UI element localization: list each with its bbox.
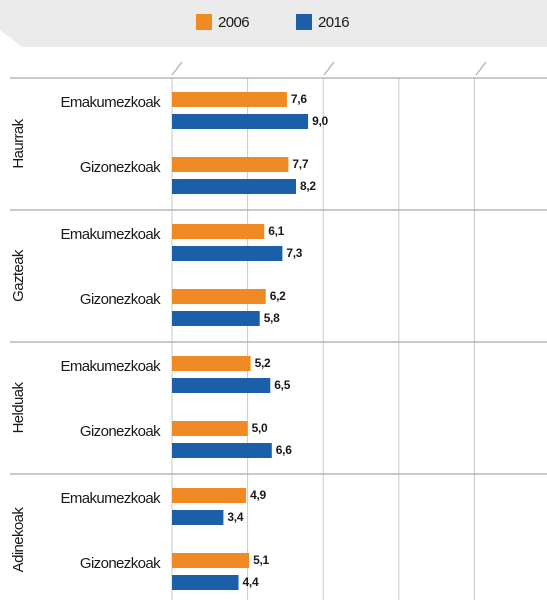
value-label: 6,5 bbox=[274, 378, 290, 392]
legend-band bbox=[0, 0, 547, 47]
value-label: 8,2 bbox=[300, 179, 316, 193]
legend-label: 2006 bbox=[218, 14, 249, 31]
group-label: Helduak bbox=[10, 381, 27, 433]
value-label: 9,0 bbox=[312, 114, 328, 128]
bar bbox=[172, 179, 296, 194]
bar bbox=[172, 92, 287, 107]
category-label: Gizonezkoak bbox=[80, 291, 161, 308]
value-label: 6,6 bbox=[276, 443, 292, 457]
bar bbox=[172, 311, 260, 326]
value-label: 6,1 bbox=[268, 224, 284, 238]
bar bbox=[172, 510, 224, 525]
legend-swatch bbox=[296, 14, 312, 30]
category-label: Gizonezkoak bbox=[80, 423, 161, 440]
category-label: Gizonezkoak bbox=[80, 159, 161, 176]
category-label: Emakumezkoak bbox=[60, 226, 161, 243]
bar bbox=[172, 157, 289, 172]
group-label: Adinekoak bbox=[10, 507, 27, 573]
axis-decoration bbox=[171, 61, 487, 76]
value-label: 5,0 bbox=[252, 421, 268, 435]
bar bbox=[172, 421, 248, 436]
value-label: 5,2 bbox=[255, 356, 271, 370]
value-label: 7,3 bbox=[286, 246, 302, 260]
category-label: Emakumezkoak bbox=[60, 94, 161, 111]
value-label: 7,6 bbox=[291, 92, 307, 106]
bar bbox=[172, 488, 247, 503]
bar bbox=[172, 114, 309, 129]
group-label: Gazteak bbox=[10, 249, 27, 302]
value-label: 3,4 bbox=[227, 510, 243, 524]
value-label: 6,2 bbox=[270, 289, 286, 303]
legend-label: 2016 bbox=[318, 14, 349, 31]
bar bbox=[172, 575, 239, 590]
legend-swatch bbox=[196, 14, 212, 30]
group-label: Haurrak bbox=[10, 118, 27, 168]
value-label: 5,8 bbox=[264, 311, 280, 325]
value-label: 7,7 bbox=[292, 157, 308, 171]
bar bbox=[172, 378, 271, 393]
bar bbox=[172, 246, 283, 261]
category-label: Gizonezkoak bbox=[80, 555, 161, 572]
bar bbox=[172, 356, 251, 371]
value-label: 4,9 bbox=[250, 488, 266, 502]
bar bbox=[172, 224, 265, 239]
category-label: Emakumezkoak bbox=[60, 358, 161, 375]
value-label: 4,4 bbox=[243, 575, 259, 589]
bar bbox=[172, 289, 266, 304]
bar bbox=[172, 443, 272, 458]
value-label: 5,1 bbox=[253, 553, 269, 567]
category-label: Emakumezkoak bbox=[60, 490, 161, 507]
bar bbox=[172, 553, 250, 568]
